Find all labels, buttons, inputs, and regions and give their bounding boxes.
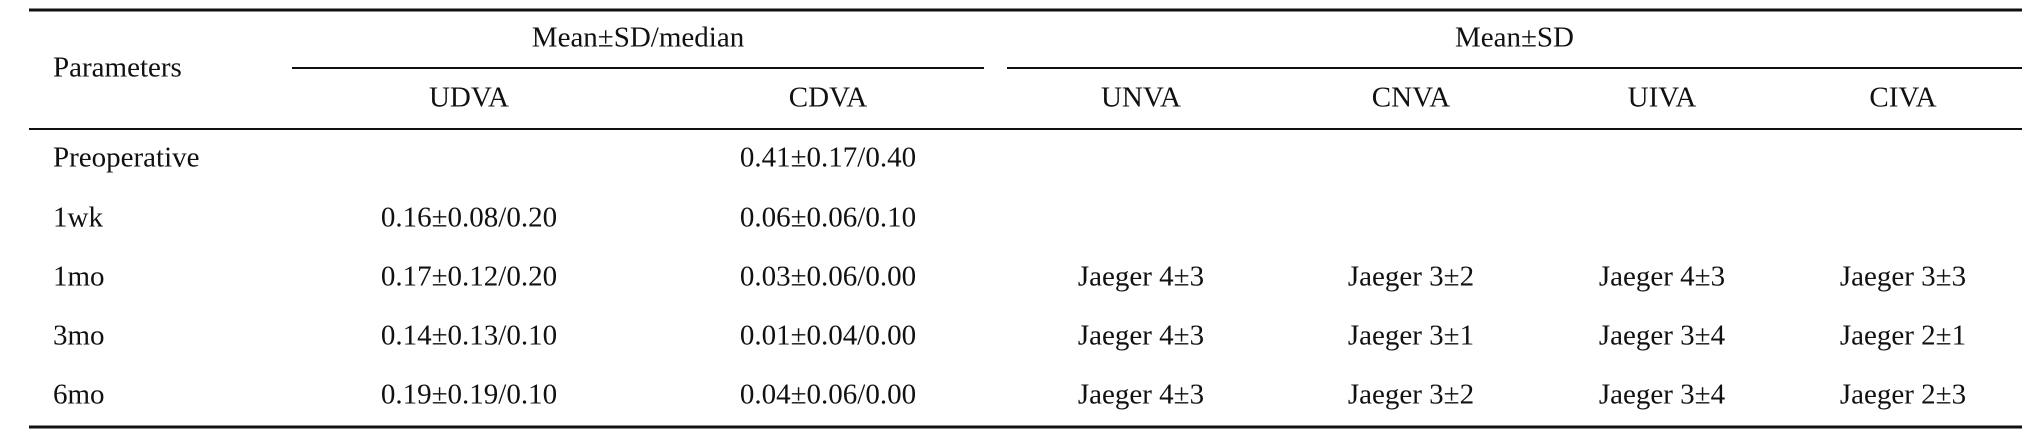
- column-header: CIVA: [1869, 82, 1936, 114]
- cell: Jaeger 4±3: [1078, 379, 1204, 411]
- column-header: CNVA: [1372, 82, 1450, 114]
- cell: 0.17±0.12/0.20: [381, 261, 557, 293]
- cell: 0.04±0.06/0.00: [740, 379, 916, 411]
- row-label: 1wk: [53, 202, 103, 234]
- group-header: Mean±SD/median: [532, 22, 745, 54]
- cell: 0.14±0.13/0.10: [381, 320, 557, 352]
- cell: Jaeger 4±3: [1599, 261, 1725, 293]
- cell: Jaeger 3±2: [1348, 261, 1474, 293]
- column-header: UNVA: [1101, 82, 1181, 114]
- column-header: UIVA: [1628, 82, 1697, 114]
- row-label: 6mo: [53, 379, 105, 411]
- cell: Jaeger 4±3: [1078, 320, 1204, 352]
- cell: 0.01±0.04/0.00: [740, 320, 916, 352]
- cell: Jaeger 3±1: [1348, 320, 1474, 352]
- row-header: Parameters: [53, 52, 182, 84]
- row-label: 1mo: [53, 261, 105, 293]
- group-header: Mean±SD: [1455, 22, 1574, 54]
- cell: Jaeger 3±4: [1599, 320, 1726, 352]
- column-header: UDVA: [429, 82, 509, 114]
- cell: Jaeger 3±2: [1348, 379, 1474, 411]
- cell: Jaeger 3±3: [1840, 261, 1966, 293]
- cell: Jaeger 2±3: [1840, 379, 1966, 411]
- row-label: Preoperative: [53, 142, 200, 174]
- cell: 0.03±0.06/0.00: [740, 261, 916, 293]
- row-label: 3mo: [53, 320, 105, 352]
- cell: 0.19±0.19/0.10: [381, 379, 557, 411]
- column-header: CDVA: [789, 82, 867, 114]
- cell: 0.16±0.08/0.20: [381, 202, 557, 234]
- cell: Jaeger 3±4: [1599, 379, 1726, 411]
- cell: 0.41±0.17/0.40: [740, 142, 916, 174]
- cell: Jaeger 4±3: [1078, 261, 1204, 293]
- cell: 0.06±0.06/0.10: [740, 202, 916, 234]
- cell: Jaeger 2±1: [1840, 320, 1966, 352]
